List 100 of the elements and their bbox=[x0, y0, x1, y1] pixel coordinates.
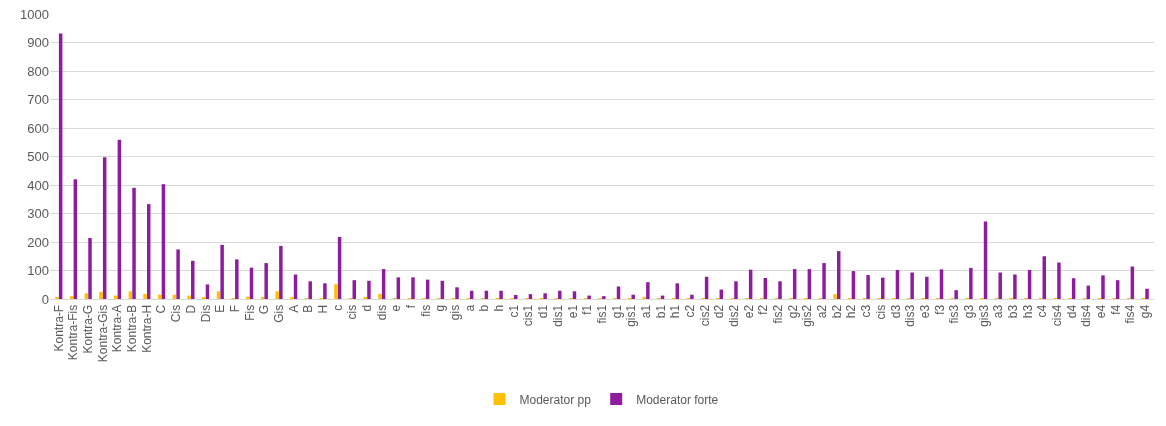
x-tick-label: e1 bbox=[565, 304, 580, 319]
x-tick-label: c1 bbox=[506, 304, 521, 318]
bar bbox=[1013, 274, 1017, 299]
x-tick-label: A bbox=[286, 304, 301, 313]
x-tick-label: Fis bbox=[242, 304, 257, 321]
x-tick-label: dis1 bbox=[550, 304, 565, 327]
bar bbox=[558, 290, 562, 299]
y-tick-label: 300 bbox=[27, 206, 49, 222]
bar bbox=[778, 281, 782, 299]
x-tick-label: fis3 bbox=[947, 304, 962, 324]
x-tick-label: dis4 bbox=[1079, 304, 1094, 327]
x-tick-label: c4 bbox=[1035, 304, 1050, 318]
x-tick-label: f2 bbox=[756, 304, 771, 315]
x-tick-label: cis4 bbox=[1050, 304, 1065, 327]
bar bbox=[191, 260, 195, 299]
x-tick-label: g4 bbox=[1138, 304, 1153, 319]
bar bbox=[308, 281, 312, 299]
x-tick-label: Kontra-B bbox=[125, 304, 140, 353]
x-tick-label: gis3 bbox=[976, 304, 991, 327]
x-tick-label: H bbox=[315, 304, 330, 314]
bar bbox=[1101, 275, 1105, 299]
x-tick-label: g2 bbox=[785, 304, 800, 319]
x-tick-label: h1 bbox=[668, 304, 683, 319]
x-tick-label: h3 bbox=[1020, 304, 1035, 319]
x-tick-label: Kontra-H bbox=[139, 304, 154, 353]
bar bbox=[99, 291, 103, 299]
x-tick-label: G bbox=[257, 304, 272, 315]
x-tick-label: D bbox=[183, 304, 198, 314]
bar bbox=[275, 291, 279, 299]
y-tick-label: 1000 bbox=[20, 6, 49, 22]
x-tick-label: h2 bbox=[844, 304, 859, 319]
legend-label: Moderator forte bbox=[636, 392, 719, 407]
bar bbox=[279, 245, 283, 299]
x-tick-label: b bbox=[477, 304, 492, 312]
y-tick-label: 400 bbox=[27, 177, 49, 193]
x-tick-label: b2 bbox=[829, 304, 844, 319]
bar bbox=[833, 294, 837, 299]
y-tick-label: 500 bbox=[27, 149, 49, 165]
bar bbox=[954, 290, 958, 299]
x-tick-label: Kontra-Gis bbox=[95, 304, 110, 363]
x-tick-label: b1 bbox=[653, 304, 668, 319]
x-tick-label: e3 bbox=[917, 304, 932, 319]
bar bbox=[543, 293, 547, 299]
bar bbox=[602, 296, 606, 299]
x-tick-label: Dis bbox=[198, 304, 213, 323]
x-tick-label: Kontra-A bbox=[110, 304, 125, 353]
x-tick-label: dis3 bbox=[903, 304, 918, 327]
bar bbox=[411, 277, 415, 299]
bar bbox=[378, 293, 382, 299]
x-tick-label: cis2 bbox=[697, 304, 712, 327]
x-tick-label: a bbox=[462, 304, 477, 312]
x-tick-label: g1 bbox=[609, 304, 624, 319]
x-tick-label: fis bbox=[418, 304, 433, 317]
y-tick-label: 600 bbox=[27, 120, 49, 136]
x-tick-label: c3 bbox=[859, 304, 874, 318]
x-tick-label: B bbox=[301, 304, 316, 313]
x-tick-label: a3 bbox=[991, 304, 1006, 319]
legend-label: Moderator pp bbox=[519, 392, 592, 407]
bar bbox=[734, 281, 738, 299]
bar bbox=[646, 282, 650, 299]
x-tick-label: d bbox=[360, 304, 375, 312]
x-tick-label: f bbox=[404, 304, 419, 309]
y-tick-label: 700 bbox=[27, 92, 49, 108]
x-tick-label: fis2 bbox=[771, 304, 786, 324]
x-tick-label: d2 bbox=[712, 304, 727, 319]
x-tick-label: e4 bbox=[1094, 304, 1109, 319]
bar bbox=[246, 296, 250, 299]
bar bbox=[132, 187, 136, 299]
bar bbox=[455, 287, 459, 299]
x-tick-label: dis bbox=[374, 304, 389, 321]
bar bbox=[881, 277, 885, 299]
y-tick-label: 200 bbox=[27, 234, 49, 250]
x-tick-label: Kontra-G bbox=[81, 304, 96, 354]
x-tick-label: cis1 bbox=[521, 304, 536, 327]
x-tick-label: fis1 bbox=[594, 304, 609, 324]
x-tick-label: F bbox=[227, 304, 242, 313]
bar bbox=[367, 280, 371, 299]
x-tick-label: a1 bbox=[638, 304, 653, 319]
bar bbox=[176, 249, 180, 299]
x-tick-label: a2 bbox=[815, 304, 830, 319]
x-tick-label: Cis bbox=[169, 304, 184, 323]
y-tick-label: 900 bbox=[27, 35, 49, 51]
x-tick-label: c2 bbox=[682, 304, 697, 318]
y-tick-label: 800 bbox=[27, 63, 49, 79]
x-tick-label: f3 bbox=[932, 304, 947, 315]
x-tick-label: f4 bbox=[1108, 304, 1123, 315]
x-tick-label: d1 bbox=[536, 304, 551, 319]
bar bbox=[866, 275, 870, 299]
bar bbox=[220, 244, 224, 299]
x-tick-label: fis4 bbox=[1123, 304, 1138, 324]
x-tick-label: cis bbox=[345, 304, 360, 320]
x-tick-label: gis1 bbox=[624, 304, 639, 327]
bar bbox=[187, 295, 191, 299]
bar bbox=[235, 259, 239, 299]
x-tick-label: Kontra-F bbox=[51, 304, 66, 352]
x-tick-label: g bbox=[433, 304, 448, 312]
bar bbox=[69, 296, 74, 299]
bar bbox=[690, 294, 694, 299]
x-tick-label: e2 bbox=[741, 304, 756, 319]
bar bbox=[88, 238, 92, 299]
